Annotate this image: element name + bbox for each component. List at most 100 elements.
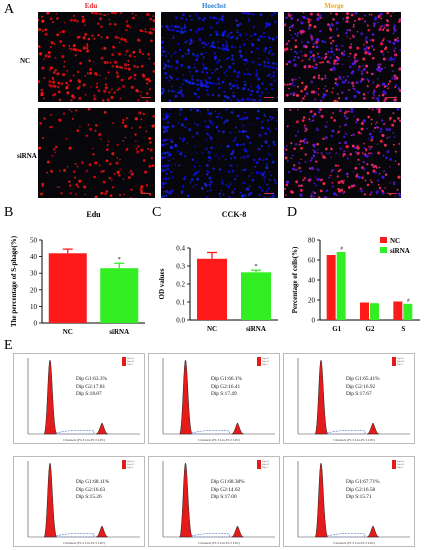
cell-nucleus — [177, 42, 180, 45]
cell-nucleus — [242, 142, 246, 146]
cell-nucleus — [333, 53, 335, 56]
cell-nucleus — [65, 86, 69, 90]
cell-nucleus — [228, 65, 231, 68]
cell-nucleus — [223, 30, 227, 34]
cell-nucleus — [326, 60, 330, 64]
cell-nucleus — [196, 87, 200, 91]
cell-nucleus — [312, 195, 315, 198]
cell-nucleus — [55, 13, 58, 15]
cell-nucleus — [348, 55, 350, 58]
cell-nucleus — [338, 48, 341, 52]
cell-nucleus — [381, 39, 384, 42]
cell-nucleus — [109, 61, 112, 64]
cell-nucleus — [122, 140, 124, 142]
cell-nucleus — [79, 62, 82, 65]
cell-nucleus — [186, 48, 190, 52]
cell-nucleus — [246, 154, 250, 158]
cell-nucleus — [202, 66, 206, 70]
cell-nucleus — [335, 193, 338, 196]
cell-nucleus — [152, 70, 155, 73]
cell-nucleus — [195, 54, 199, 58]
bar-sirna-g2 — [370, 303, 379, 320]
cell-nucleus — [352, 35, 355, 39]
cell-nucleus — [376, 97, 380, 101]
cell-nucleus — [375, 190, 379, 194]
cell-nucleus — [298, 166, 301, 170]
cell-nucleus — [343, 114, 347, 118]
cell-nucleus — [263, 180, 266, 182]
cell-nucleus — [335, 100, 339, 102]
cell-nucleus — [276, 96, 278, 99]
cell-nucleus — [388, 136, 391, 138]
cell-nucleus — [207, 112, 210, 115]
cell-nucleus — [85, 170, 88, 173]
cell-nucleus — [362, 97, 366, 100]
cell-nucleus — [222, 43, 224, 46]
cell-nucleus — [269, 49, 272, 52]
cell-nucleus — [84, 24, 87, 26]
cell-nucleus — [57, 85, 60, 89]
cell-nucleus — [195, 30, 198, 34]
cell-nucleus — [132, 50, 136, 54]
cell-nucleus — [211, 41, 215, 45]
cell-nucleus — [185, 18, 188, 21]
cell-nucleus — [95, 85, 99, 89]
cell-nucleus — [378, 186, 382, 190]
cell-nucleus — [316, 38, 320, 42]
cell-nucleus — [295, 180, 299, 184]
cell-nucleus — [87, 108, 91, 111]
legend-entry: Dip S — [392, 466, 404, 469]
cell-nucleus — [186, 142, 189, 144]
cell-nucleus — [262, 31, 266, 35]
cell-nucleus — [355, 81, 359, 85]
cell-nucleus — [49, 17, 53, 21]
cell-nucleus — [75, 109, 78, 112]
cell-nucleus — [360, 70, 363, 72]
cell-nucleus — [205, 139, 208, 142]
cell-nucleus — [356, 146, 360, 150]
cell-nucleus — [162, 125, 166, 130]
cell-nucleus — [288, 12, 290, 15]
cell-nucleus — [130, 85, 134, 89]
cell-nucleus — [365, 148, 367, 150]
cell-nucleus — [215, 60, 219, 64]
cell-nucleus — [316, 148, 319, 151]
cell-nucleus — [367, 137, 370, 140]
cell-nucleus — [243, 168, 246, 172]
cell-nucleus — [235, 143, 239, 147]
cell-nucleus — [206, 125, 210, 129]
legend-entry: Dip S — [122, 466, 134, 469]
cell-nucleus — [269, 83, 273, 86]
cell-nucleus — [140, 91, 142, 93]
cell-nucleus — [306, 129, 308, 131]
cell-nucleus — [297, 32, 300, 35]
cell-nucleus — [99, 138, 102, 141]
cell-nucleus — [380, 17, 383, 20]
cell-nucleus — [40, 192, 43, 196]
legend-swatch — [257, 466, 261, 469]
cell-nucleus — [257, 86, 261, 90]
cell-nucleus — [131, 127, 133, 129]
cell-nucleus — [341, 44, 344, 47]
cell-nucleus — [257, 63, 261, 66]
y-tick-label: 0.2 — [176, 281, 185, 289]
cell-nucleus — [353, 19, 356, 22]
cell-nucleus — [125, 29, 128, 32]
cell-nucleus — [368, 145, 370, 148]
cell-nucleus — [388, 40, 392, 44]
cell-nucleus — [374, 123, 377, 125]
cell-nucleus — [330, 42, 333, 45]
cell-nucleus — [256, 47, 259, 50]
cell-nucleus — [196, 123, 199, 127]
cell-nucleus — [209, 45, 212, 48]
cell-nucleus — [384, 187, 386, 189]
legend-label: Dip G1 — [127, 460, 135, 463]
cell-nucleus — [94, 123, 98, 127]
cell-nucleus — [320, 152, 323, 155]
cell-nucleus — [133, 73, 137, 77]
cell-nucleus — [170, 164, 173, 166]
cell-nucleus — [126, 24, 130, 28]
cell-nucleus — [100, 56, 104, 60]
cell-nucleus — [110, 96, 114, 99]
cell-nucleus — [230, 31, 233, 34]
